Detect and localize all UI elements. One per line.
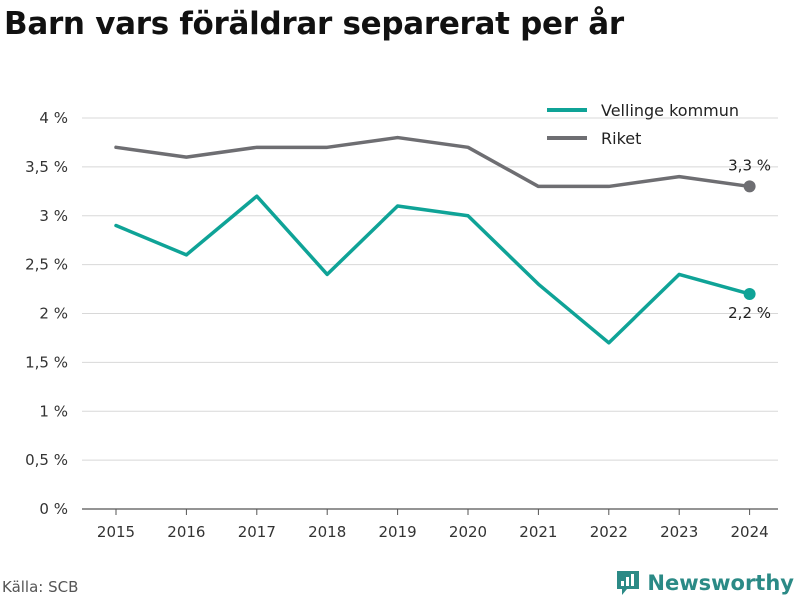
end-value-label: 3,3 % <box>728 156 771 174</box>
series-group: 2,2 % 3,3 % <box>114 135 771 345</box>
y-tick-label: 4 % <box>39 109 68 127</box>
legend-label: Vellinge kommun <box>601 101 739 120</box>
x-tick-label: 2021 <box>519 523 557 541</box>
source-note: Källa: SCB <box>2 578 79 596</box>
x-tick-label: 2023 <box>660 523 698 541</box>
series-line-vellinge-kommun <box>114 194 752 345</box>
grid-lines <box>82 117 778 510</box>
y-tick-label: 2 % <box>39 305 68 323</box>
legend: Vellinge kommun Riket <box>547 101 739 148</box>
y-tick-label: 0,5 % <box>25 451 68 469</box>
y-tick-label: 1 % <box>39 402 68 420</box>
legend-label: Riket <box>601 129 641 148</box>
y-tick-label: 3 % <box>39 207 68 225</box>
x-tick-label: 2019 <box>379 523 417 541</box>
y-tick-label: 1,5 % <box>25 353 68 371</box>
x-tick-label: 2022 <box>590 523 628 541</box>
x-tick-label: 2015 <box>97 523 135 541</box>
x-tick-label: 2017 <box>238 523 276 541</box>
series-line-riket <box>114 135 752 189</box>
end-point-marker <box>743 180 756 193</box>
chart-title: Barn vars föräldrar separerat per år <box>4 6 624 42</box>
line-chart: 0 % 0,5 % 1 % 1,5 % 2 % 2,5 % 3 % 3,5 % 4 % 2015… <box>25 101 778 541</box>
end-point-marker <box>743 287 756 300</box>
x-tick-label: 2024 <box>731 523 769 541</box>
y-tick-label: 2,5 % <box>25 256 68 274</box>
newsworthy-logo-icon <box>617 571 640 595</box>
x-tick-label: 2018 <box>308 523 346 541</box>
x-axis: 2015 2016 2017 2018 2019 2020 2021 2022 2023 2024 <box>97 509 769 541</box>
end-value-label: 2,2 % <box>728 304 771 322</box>
brand-name: Newsworthy <box>647 571 794 595</box>
y-axis: 0 % 0,5 % 1 % 1,5 % 2 % 2,5 % 3 % 3,5 % 4 % <box>25 109 68 518</box>
x-tick-label: 2020 <box>449 523 487 541</box>
x-tick-label: 2016 <box>167 523 205 541</box>
brand: Newsworthy <box>615 569 794 597</box>
y-tick-label: 3,5 % <box>25 158 68 176</box>
y-tick-label: 0 % <box>39 500 68 518</box>
